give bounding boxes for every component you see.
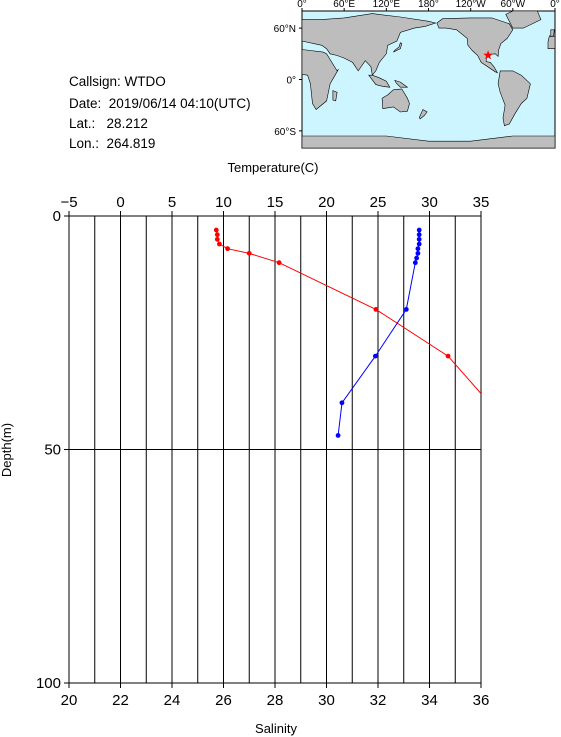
data-point-salinity bbox=[412, 260, 418, 266]
salinity-axis-title: Salinity bbox=[255, 721, 297, 736]
data-point-salinity bbox=[416, 241, 422, 247]
data-point-temperature bbox=[214, 236, 220, 242]
land-new-zealand bbox=[419, 109, 428, 120]
land-europe-east bbox=[547, 35, 556, 49]
map-left-label: 60°N bbox=[274, 24, 296, 35]
temperature-tick-label: 15 bbox=[267, 194, 284, 211]
lon-label: Lon.: bbox=[69, 136, 100, 151]
land-indonesia bbox=[368, 74, 391, 88]
salinity-tick-label: 36 bbox=[473, 692, 490, 709]
temperature-tick-label: 0 bbox=[116, 194, 124, 211]
map-land bbox=[301, 10, 556, 149]
temperature-tick-label: 5 bbox=[168, 194, 176, 211]
data-point-salinity bbox=[339, 400, 345, 406]
data-point-temperature bbox=[373, 307, 379, 312]
temperature-tick-label: 20 bbox=[318, 194, 335, 211]
series-layer bbox=[213, 227, 481, 438]
depth-axis-title: Depth(m) bbox=[0, 423, 14, 477]
series-salinity bbox=[335, 227, 422, 438]
salinity-tick-label: 28 bbox=[267, 692, 284, 709]
axis-ticks bbox=[64, 211, 482, 688]
data-point-temperature bbox=[214, 232, 220, 238]
land-uk bbox=[550, 29, 555, 38]
lat-value: 28.212 bbox=[106, 116, 148, 131]
grid-lines bbox=[69, 216, 481, 683]
temperature-tick-label: 10 bbox=[215, 194, 232, 211]
data-point-salinity bbox=[403, 307, 409, 312]
data-point-salinity bbox=[415, 246, 421, 252]
data-point-salinity bbox=[335, 433, 341, 438]
land-africa bbox=[301, 49, 339, 110]
date-line: Date: 2019/06/14 04:10(UTC) bbox=[69, 96, 251, 111]
series-line-temperature bbox=[215, 229, 481, 394]
callsign-line: Callsign: WTDO bbox=[69, 74, 166, 89]
salinity-tick-label: 34 bbox=[421, 692, 438, 709]
data-point-salinity bbox=[414, 255, 420, 261]
data-point-temperature bbox=[445, 353, 451, 359]
temperature-tick-label: 25 bbox=[370, 194, 387, 211]
land-greenland bbox=[505, 10, 542, 29]
lat-line: Lat.: 28.212 bbox=[69, 116, 148, 131]
depth-tick-label: 100 bbox=[36, 675, 61, 692]
data-point-salinity bbox=[416, 236, 422, 242]
land-north-america bbox=[436, 17, 514, 74]
data-point-salinity bbox=[416, 232, 422, 238]
map-top-label: 0° bbox=[550, 0, 560, 10]
lon-line: Lon.: 264.819 bbox=[69, 136, 155, 151]
data-point-temperature bbox=[213, 227, 219, 233]
map-top-label: 60°W bbox=[501, 0, 526, 10]
data-point-salinity bbox=[416, 227, 422, 233]
temperature-tick-labels: −5 0 5 10 15 20 25 30 35 bbox=[60, 194, 489, 211]
data-point-temperature bbox=[225, 246, 231, 252]
map-left-labels: 60°N 0° 60°S bbox=[274, 24, 302, 138]
salinity-tick-labels: 20 22 24 26 28 30 32 34 36 bbox=[61, 692, 490, 709]
salinity-tick-label: 32 bbox=[370, 692, 387, 709]
salinity-tick-label: 22 bbox=[112, 692, 129, 709]
land-south-america bbox=[497, 70, 531, 127]
callsign-value: WTDO bbox=[124, 74, 166, 89]
salinity-tick-label: 20 bbox=[61, 692, 78, 709]
land-japan bbox=[393, 42, 403, 53]
series-temperature bbox=[213, 227, 481, 394]
depth-tick-label: 0 bbox=[53, 208, 61, 225]
land-madagascar bbox=[332, 90, 338, 102]
temperature-tick-label: 35 bbox=[473, 194, 490, 211]
land-australia bbox=[381, 88, 410, 113]
depth-tick-label: 50 bbox=[44, 442, 61, 459]
map-top-label: 0° bbox=[297, 0, 307, 10]
map-left-label: 0° bbox=[286, 76, 296, 87]
salinity-tick-label: 24 bbox=[164, 692, 181, 709]
salinity-tick-label: 30 bbox=[318, 692, 335, 709]
temperature-tick-label: 30 bbox=[421, 194, 438, 211]
star-icon bbox=[483, 50, 493, 60]
depth-tick-labels: 0 50 100 bbox=[36, 208, 61, 692]
land-new-guinea bbox=[394, 79, 409, 88]
salinity-tick-label: 26 bbox=[215, 692, 232, 709]
world-map: 0° 60°E 120°E 180° 120°W 60°W 0° 60°N 0° 60°S bbox=[274, 0, 560, 149]
lat-label: Lat.: bbox=[69, 116, 96, 131]
date-value: 2019/06/14 04:10(UTC) bbox=[108, 96, 251, 111]
map-top-label: 120°W bbox=[456, 0, 487, 10]
data-point-salinity bbox=[415, 250, 421, 256]
land-eurasia bbox=[301, 13, 437, 76]
temperature-tick-label: −5 bbox=[60, 194, 77, 211]
data-point-temperature bbox=[276, 260, 282, 266]
data-point-salinity bbox=[373, 353, 378, 359]
profile-chart: −5 0 5 10 15 20 25 30 35 20 22 24 26 28 30 32 34 36 0501… bbox=[0, 160, 489, 736]
map-top-label: 60°E bbox=[333, 0, 355, 10]
callsign-label: Callsign: bbox=[69, 74, 121, 89]
series-line-salinity bbox=[337, 230, 420, 436]
data-point-temperature bbox=[246, 250, 252, 256]
data-point-temperature bbox=[216, 241, 222, 247]
map-top-label: 120°E bbox=[373, 0, 401, 10]
date-label: Date: bbox=[69, 96, 102, 111]
lon-value: 264.819 bbox=[106, 136, 156, 151]
map-left-label: 60°S bbox=[274, 127, 296, 138]
land-antarctica bbox=[301, 135, 556, 149]
map-top-label: 180° bbox=[418, 0, 439, 10]
temperature-axis-title: Temperature(C) bbox=[227, 160, 318, 175]
map-top-labels: 0° 60°E 120°E 180° 120°W 60°W 0° bbox=[297, 0, 560, 11]
